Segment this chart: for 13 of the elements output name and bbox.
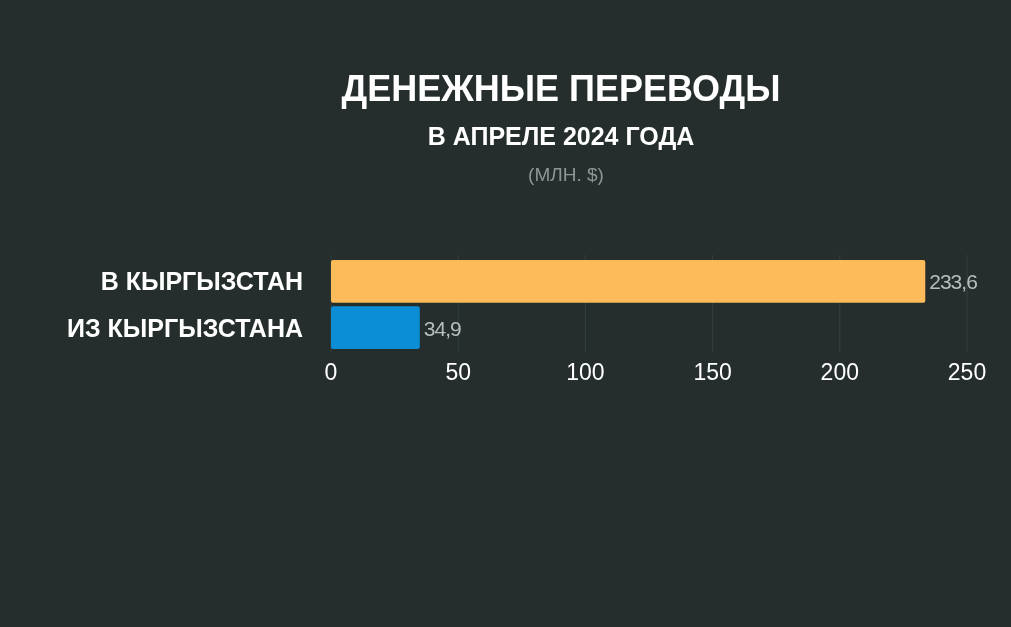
x-tick-label: 200 <box>820 359 859 385</box>
x-tick-label: 50 <box>445 359 471 385</box>
x-tick-label: 100 <box>566 359 605 385</box>
chart-title: ДЕНЕЖНЫЕ ПЕРЕВОДЫ <box>341 68 781 109</box>
text: (МЛН. $) <box>528 164 604 185</box>
x-tick-label: 250 <box>947 359 987 385</box>
x-tick-label: 150 <box>693 359 732 385</box>
data-label: 233,6 <box>929 270 978 294</box>
data-label: 34,9 <box>423 316 461 340</box>
x-tick-label: 0 <box>324 359 338 385</box>
y-tick-label: ИЗ КЫРГЫЗСТАНА <box>67 313 303 342</box>
y-tick-label: В КЫРГЫЗСТАН <box>100 267 303 296</box>
chart-subtitle: В АПРЕЛЕ 2024 ГОДА <box>427 122 695 150</box>
